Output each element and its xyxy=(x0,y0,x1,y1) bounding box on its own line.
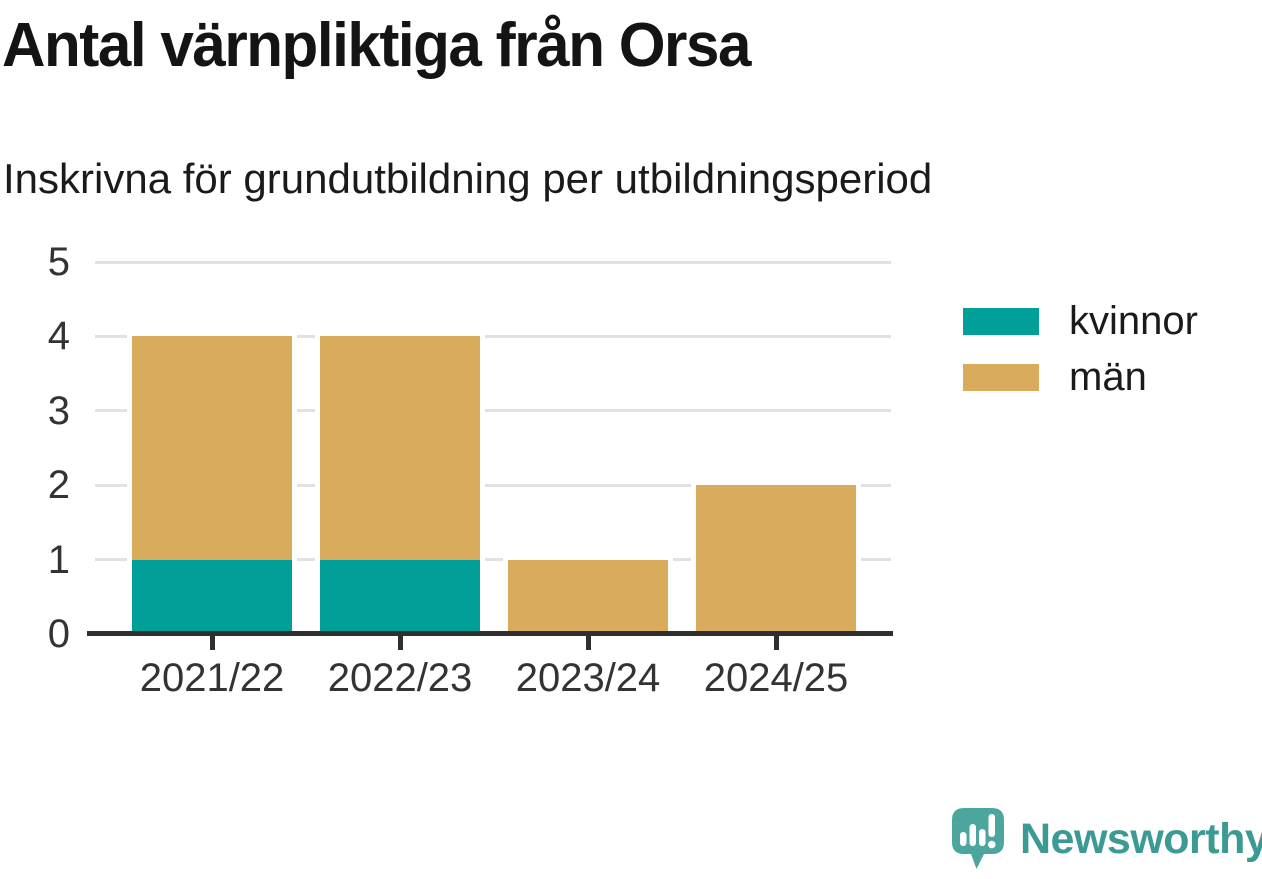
bar-2022/23 xyxy=(320,336,480,634)
brand-wordmark: Newsworthy xyxy=(1020,814,1262,863)
x-tick-label-2021/22: 2021/22 xyxy=(139,656,285,700)
x-tick-label-2022/23: 2022/23 xyxy=(327,656,473,700)
newsworthy-bubble-chart-icon xyxy=(952,808,1004,869)
x-tick-label-2024/25: 2024/25 xyxy=(703,656,849,700)
x-axis-tick-2023/24 xyxy=(585,636,591,650)
legend-swatch-kvinnor xyxy=(963,308,1039,335)
legend-swatch-män xyxy=(963,364,1039,391)
y-tick-label-0: 0 xyxy=(47,612,70,656)
bar-segment-kvinnor xyxy=(132,559,292,634)
x-axis-tick-2021/22 xyxy=(209,636,215,650)
gridline-y4 xyxy=(95,334,891,338)
gridline-y2 xyxy=(95,483,891,487)
bar-2023/24 xyxy=(508,559,668,634)
bar-2024/25 xyxy=(696,485,856,634)
brand-logo: Newsworthy xyxy=(946,806,1262,872)
y-tick-label-3: 3 xyxy=(47,388,70,433)
chart-title: Antal värnpliktiga från Orsa xyxy=(2,11,751,80)
x-axis-line xyxy=(87,631,893,636)
gridline-y5 xyxy=(95,260,891,264)
y-tick-label-1: 1 xyxy=(47,537,70,582)
x-axis-tick-2024/25 xyxy=(773,636,779,650)
legend-item-män: män xyxy=(963,357,1198,398)
x-tick-label-2023/24: 2023/24 xyxy=(515,656,661,700)
bar-segment-kvinnor xyxy=(320,559,480,634)
y-tick-label-2: 2 xyxy=(47,463,70,508)
chart-subtitle: Inskrivna för grundutbildning per utbild… xyxy=(3,155,933,202)
bar-segment-män xyxy=(508,559,668,634)
bar-2021/22 xyxy=(132,336,292,634)
legend-item-kvinnor: kvinnor xyxy=(963,301,1198,342)
x-axis-tick-2022/23 xyxy=(397,636,403,650)
legend-label-kvinnor: kvinnor xyxy=(1069,299,1198,343)
y-tick-label-5: 5 xyxy=(47,240,70,284)
bar-segment-män xyxy=(696,485,856,634)
legend: kvinnor män xyxy=(963,301,1198,398)
gridline-y1 xyxy=(95,558,891,562)
y-tick-label-4: 4 xyxy=(47,314,70,359)
bar-segment-män xyxy=(132,336,292,560)
gridline-y3 xyxy=(95,409,891,413)
y-axis-labels: 0 1 2 3 4 5 xyxy=(0,241,70,655)
bar-segment-män xyxy=(320,336,480,560)
plot-area: 0 1 2 3 4 5 2021/22 2022/23 2023/24 2024/25 xyxy=(48,241,893,700)
legend-label-män: män xyxy=(1069,355,1147,399)
